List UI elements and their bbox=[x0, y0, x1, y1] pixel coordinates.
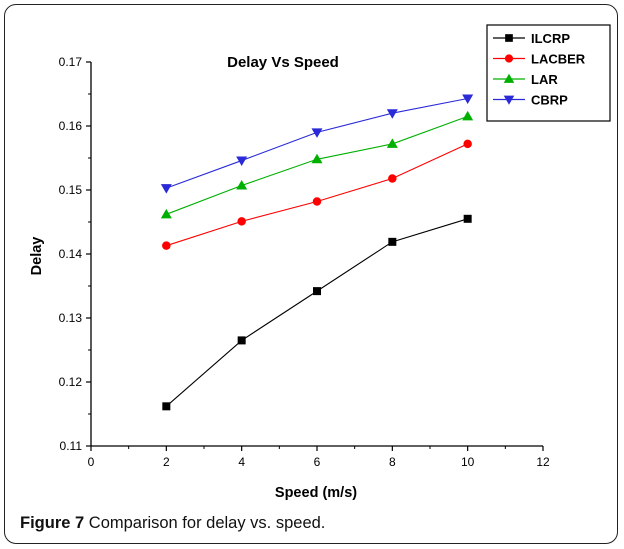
ilcrp-data-point bbox=[313, 287, 321, 296]
chart-title: Delay Vs Speed bbox=[227, 54, 339, 71]
x-tick-label: 4 bbox=[238, 455, 245, 469]
ilcrp-legend-label: ILCRP bbox=[531, 31, 570, 46]
lacber-legend-label: LACBER bbox=[531, 52, 586, 67]
ilcrp-data-point bbox=[162, 402, 171, 411]
x-tick-label: 0 bbox=[88, 455, 95, 469]
y-tick-label: 0.13 bbox=[59, 311, 83, 325]
cbrp-data-point bbox=[462, 94, 474, 104]
x-tick-label: 2 bbox=[163, 455, 170, 469]
ilcrp-legend-marker bbox=[505, 34, 513, 42]
y-tick-label: 0.16 bbox=[59, 119, 83, 133]
lacber-legend-marker bbox=[504, 54, 514, 63]
x-tick-label: 6 bbox=[314, 455, 321, 469]
lacber-data-point bbox=[463, 139, 472, 149]
ilcrp-series-line bbox=[165, 218, 468, 407]
caption-lead: Figure 7 bbox=[20, 514, 85, 532]
y-tick-label: 0.15 bbox=[59, 183, 83, 197]
lar-data-point bbox=[311, 153, 323, 164]
x-tick-label: 10 bbox=[461, 455, 475, 469]
lacber-data-point bbox=[312, 197, 322, 206]
x-tick-label: 12 bbox=[536, 455, 550, 469]
lar-data-point bbox=[386, 138, 398, 148]
lar-legend-marker bbox=[503, 73, 515, 83]
y-tick-label: 0.12 bbox=[59, 375, 83, 389]
y-tick-label: 0.14 bbox=[59, 247, 83, 261]
y-axis-title: Delay bbox=[29, 237, 45, 276]
legend: ILCRP LACBER LAR CBRP bbox=[486, 24, 611, 122]
cbrp-legend-marker bbox=[503, 95, 515, 105]
x-axis-title: Speed (m/s) bbox=[275, 485, 357, 501]
x-tick-label: 8 bbox=[389, 455, 396, 469]
lar-legend-label: LAR bbox=[531, 72, 558, 87]
figure-caption: Figure 7 Comparison for delay vs. speed. bbox=[20, 514, 325, 533]
cbrp-data-point bbox=[311, 128, 323, 138]
y-tick-label: 0.11 bbox=[60, 439, 83, 453]
axes: 0 2 4 6 8 10 12 0.11 0.12 0.13 0.14 0.15 0.16 0.17 bbox=[59, 55, 550, 469]
ilcrp-data-point bbox=[237, 336, 246, 345]
lacber-data-point bbox=[388, 174, 397, 183]
cbrp-data-point bbox=[160, 184, 172, 194]
cbrp-legend-label: CBRP bbox=[531, 93, 568, 108]
cbrp-data-point bbox=[236, 156, 248, 167]
lar-data-point bbox=[462, 110, 474, 121]
plot-area bbox=[160, 94, 474, 411]
lar-data-point bbox=[160, 208, 172, 219]
lacber-data-point bbox=[162, 241, 171, 250]
y-tick-label: 0.17 bbox=[59, 55, 83, 69]
caption-text: Comparison for delay vs. speed. bbox=[84, 514, 326, 532]
cbrp-data-point bbox=[386, 109, 398, 119]
lar-data-point bbox=[236, 180, 248, 190]
ilcrp-data-point bbox=[463, 214, 472, 223]
ilcrp-data-point bbox=[388, 237, 397, 246]
lacber-data-point bbox=[237, 217, 246, 226]
cbrp-series-line bbox=[166, 97, 468, 189]
